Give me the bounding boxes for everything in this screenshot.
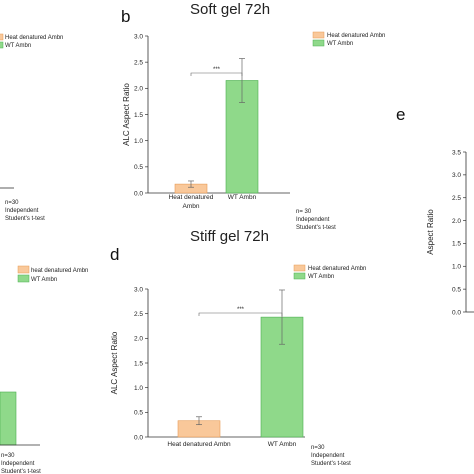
chart-e: e 0.0 0.5 1.0 1.5 2.0 2.5 3.0 3.5 Aspect Ratio xyxy=(396,105,474,316)
y-tick-label: 0.0 xyxy=(452,309,461,316)
y-axis-label: ALC Aspect Ratio xyxy=(122,83,131,146)
legend-label: Heat denatured Ambn xyxy=(327,33,385,39)
y-tick-label: 1.0 xyxy=(452,264,461,271)
chart-b: Soft gel 72h b 0.0 0.5 1.0 1.5 2.0 2.5 3.0 ALC As… xyxy=(121,1,385,231)
legend-swatch xyxy=(293,272,306,280)
stats-note: n=30 xyxy=(5,200,19,206)
legend-label: WT Ambn xyxy=(5,43,31,49)
significance-label: *** xyxy=(213,67,221,73)
stats-note: Independent xyxy=(296,217,330,223)
x-category-label: WT Ambn xyxy=(268,441,297,448)
stats-note: Student's t-test xyxy=(5,216,45,222)
significance-bracket xyxy=(190,72,243,76)
y-tick-label: 0.0 xyxy=(134,190,143,197)
legend-swatch xyxy=(312,39,325,47)
y-tick-label: 3.5 xyxy=(452,149,461,156)
stats-note: Independent xyxy=(5,208,39,214)
y-axis-label: ALC Aspect Ratio xyxy=(110,331,119,394)
y-tick-label: 2.5 xyxy=(134,311,143,318)
legend-label: heat denatured Ambn xyxy=(31,268,88,274)
y-tick-label: 3.0 xyxy=(452,172,461,179)
chart-title: Soft gel 72h xyxy=(190,1,270,18)
panel-label: d xyxy=(110,245,119,264)
y-tick-label: 1.5 xyxy=(134,360,143,367)
stats-note: Independent xyxy=(311,453,345,459)
chart-d: Stiff gel 72h d 0.0 0.5 1.0 1.5 2.0 2.5 3.0 ALC A… xyxy=(110,228,366,467)
chart-left-bottom-fragment: heat denatured Ambn WT Ambn n=30 Independen… xyxy=(0,265,88,474)
legend-swatch xyxy=(293,264,306,272)
y-tick-label: 2.0 xyxy=(134,336,143,343)
stats-note: Student's t-test xyxy=(296,225,336,231)
significance-bracket xyxy=(198,312,283,316)
legend-label: Heat denatured Ambn xyxy=(5,35,63,41)
y-tick-label: 1.0 xyxy=(134,138,143,145)
stats-note: Student's t-test xyxy=(1,469,41,474)
y-tick-label: 2.0 xyxy=(134,86,143,93)
stats-note: n= 30 xyxy=(296,209,312,215)
x-category-label: Heat denatured xyxy=(169,194,214,201)
y-tick-label: 0.5 xyxy=(134,164,143,171)
legend-swatch xyxy=(17,265,30,274)
legend-swatch xyxy=(17,274,30,283)
chart-title: Stiff gel 72h xyxy=(190,228,269,245)
legend-swatch xyxy=(0,41,4,49)
chart-left-top-fragment: Heat denatured Ambn WT Ambn n=30 Independen… xyxy=(0,33,63,222)
stats-note: n=30 xyxy=(1,453,15,459)
x-category-label: Heat denatured Ambn xyxy=(167,441,231,448)
legend-label: WT Ambn xyxy=(31,277,57,283)
stats-note: n=30 xyxy=(311,445,325,451)
significance-label: *** xyxy=(237,307,245,313)
legend-label: WT Ambn xyxy=(327,41,353,47)
bar-wt xyxy=(0,391,17,446)
y-tick-label: 3.0 xyxy=(134,286,143,293)
y-tick-label: 0.5 xyxy=(134,410,143,417)
y-tick-label: 2.5 xyxy=(134,59,143,66)
x-category-label: WT Ambn xyxy=(228,194,257,201)
panel-label: e xyxy=(396,105,405,124)
legend-swatch xyxy=(312,31,325,39)
stats-note: Student's t-test xyxy=(311,461,351,467)
y-tick-label: 1.5 xyxy=(134,112,143,119)
legend-label: WT Ambn xyxy=(308,274,334,280)
y-tick-label: 2.0 xyxy=(452,218,461,225)
legend-swatch xyxy=(0,33,4,41)
y-tick-label: 1.0 xyxy=(134,385,143,392)
stats-note: Independent xyxy=(1,461,35,467)
y-tick-label: 1.5 xyxy=(452,241,461,248)
y-tick-label: 0.0 xyxy=(134,434,143,441)
y-tick-label: 3.0 xyxy=(134,33,143,40)
legend-label: Heat denatured Ambn xyxy=(308,266,366,272)
y-tick-label: 0.5 xyxy=(452,286,461,293)
panel-label: b xyxy=(121,7,130,26)
y-tick-label: 2.5 xyxy=(452,195,461,202)
y-axis-label: Aspect Ratio xyxy=(426,209,435,255)
x-category-label: Ambn xyxy=(183,203,200,210)
